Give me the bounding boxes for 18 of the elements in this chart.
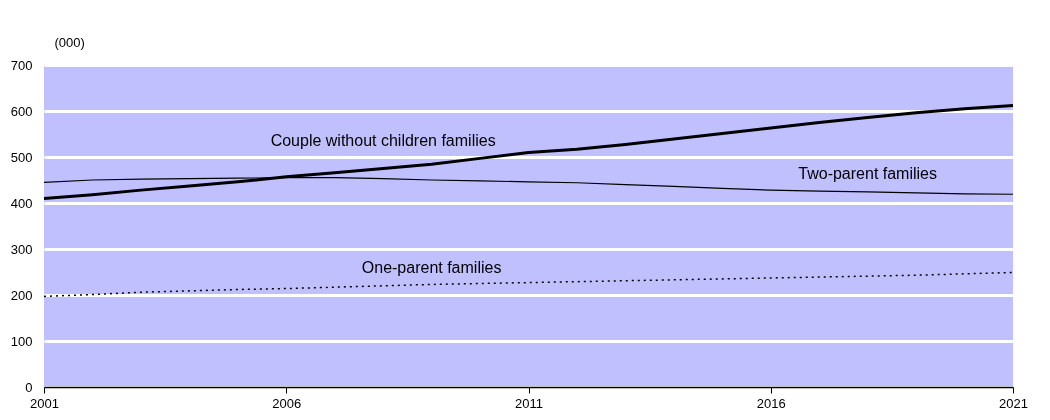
series-label: Couple without children families xyxy=(270,131,496,149)
line-series xyxy=(42,103,1015,200)
series-label: Two-parent families xyxy=(798,164,938,182)
y-tick-label: 0 xyxy=(25,379,33,395)
x-tick-label: 2011 xyxy=(515,395,543,411)
y-tick-label: 400 xyxy=(10,195,33,211)
x-tick-label: 2001 xyxy=(30,395,59,411)
x-tick-label: 2021 xyxy=(999,395,1028,411)
x-tick-label: 2016 xyxy=(756,395,786,411)
y-tick-label: 500 xyxy=(10,149,33,165)
y-tick-label: 700 xyxy=(10,57,33,73)
y-tick-label: 300 xyxy=(10,241,33,257)
x-tick-label: 2006 xyxy=(272,395,302,411)
y-tick-label: 100 xyxy=(10,333,33,349)
y-axis-title: (000) xyxy=(54,34,85,50)
y-tick-label: 200 xyxy=(10,287,33,303)
series-label: One-parent families xyxy=(361,259,502,277)
y-tick-label: 600 xyxy=(10,103,33,119)
